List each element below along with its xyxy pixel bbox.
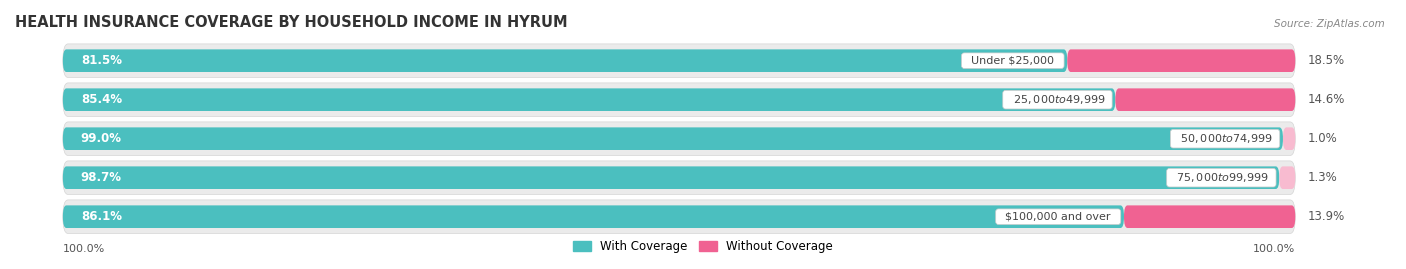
- Text: 14.6%: 14.6%: [1308, 93, 1344, 106]
- FancyBboxPatch shape: [63, 206, 1123, 228]
- FancyBboxPatch shape: [63, 167, 1279, 189]
- Text: HEALTH INSURANCE COVERAGE BY HOUSEHOLD INCOME IN HYRUM: HEALTH INSURANCE COVERAGE BY HOUSEHOLD I…: [15, 15, 568, 30]
- Text: $100,000 and over: $100,000 and over: [998, 212, 1118, 222]
- Text: 18.5%: 18.5%: [1308, 54, 1344, 67]
- Text: 85.4%: 85.4%: [80, 93, 122, 106]
- FancyBboxPatch shape: [63, 200, 1295, 233]
- Text: $25,000 to $49,999: $25,000 to $49,999: [1005, 93, 1109, 106]
- FancyBboxPatch shape: [1282, 128, 1295, 150]
- Text: 1.3%: 1.3%: [1308, 171, 1337, 184]
- Text: 100.0%: 100.0%: [63, 244, 105, 254]
- Text: Source: ZipAtlas.com: Source: ZipAtlas.com: [1274, 19, 1385, 29]
- FancyBboxPatch shape: [63, 44, 1295, 77]
- Text: 86.1%: 86.1%: [80, 210, 122, 223]
- FancyBboxPatch shape: [63, 49, 1067, 72]
- Text: $50,000 to $74,999: $50,000 to $74,999: [1173, 132, 1277, 145]
- Text: Under $25,000: Under $25,000: [965, 56, 1062, 66]
- FancyBboxPatch shape: [1123, 206, 1295, 228]
- Legend: With Coverage, Without Coverage: With Coverage, Without Coverage: [572, 240, 834, 253]
- FancyBboxPatch shape: [63, 161, 1295, 194]
- Text: $75,000 to $99,999: $75,000 to $99,999: [1170, 171, 1274, 184]
- FancyBboxPatch shape: [63, 89, 1115, 111]
- Text: 100.0%: 100.0%: [1253, 244, 1295, 254]
- FancyBboxPatch shape: [1067, 49, 1295, 72]
- FancyBboxPatch shape: [63, 128, 1282, 150]
- Text: 13.9%: 13.9%: [1308, 210, 1344, 223]
- FancyBboxPatch shape: [1115, 89, 1295, 111]
- Text: 99.0%: 99.0%: [80, 132, 122, 145]
- Text: 1.0%: 1.0%: [1308, 132, 1337, 145]
- FancyBboxPatch shape: [63, 122, 1295, 155]
- Text: 98.7%: 98.7%: [80, 171, 122, 184]
- FancyBboxPatch shape: [63, 83, 1295, 116]
- FancyBboxPatch shape: [1279, 167, 1295, 189]
- Text: 81.5%: 81.5%: [80, 54, 122, 67]
